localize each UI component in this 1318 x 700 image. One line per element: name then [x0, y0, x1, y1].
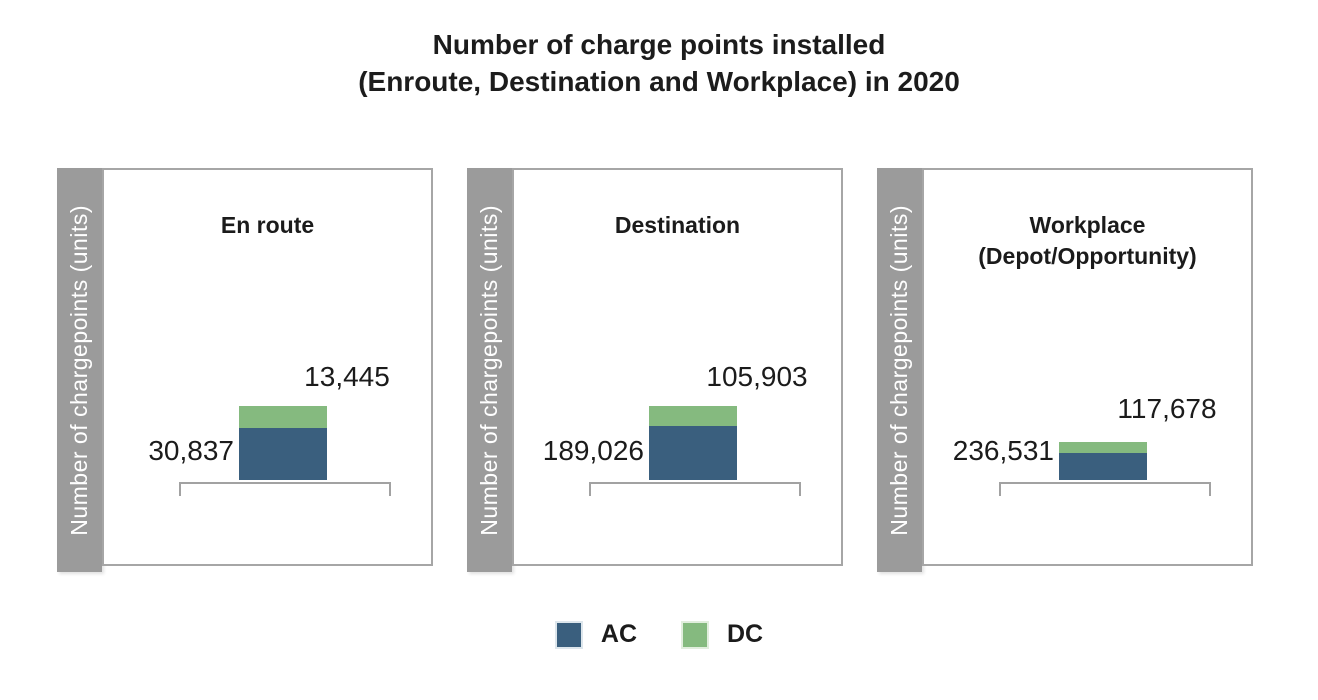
y-axis-band: Number of chargepoints (units)	[57, 168, 102, 572]
x-axis-line	[999, 482, 1211, 496]
legend: AC DC	[0, 620, 1318, 649]
panel-en-route: Number of chargepoints (units) En route …	[57, 168, 433, 574]
plot-area: En route 13,445 30,837	[102, 168, 433, 566]
chart-title-line2: (Enroute, Destination and Workplace) in …	[358, 66, 960, 97]
ac-value-label: 189,026	[542, 435, 644, 466]
stacked-bar	[1059, 442, 1147, 480]
bar-segment-dc	[1059, 442, 1147, 453]
dc-value-label: 105,903	[706, 361, 808, 392]
legend-swatch-ac	[554, 620, 583, 649]
panel-title-line1: Destination	[614, 212, 741, 238]
panel-title: En route	[104, 210, 431, 241]
ac-value-label: 236,531	[952, 435, 1054, 466]
dc-value-label: 117,678	[1117, 393, 1217, 424]
y-axis-label: Number of chargepoints (units)	[886, 204, 912, 536]
chart-title-line1: Number of charge points installed	[432, 29, 886, 60]
legend-item-ac: AC	[554, 620, 637, 649]
legend-label-ac: AC	[600, 620, 637, 648]
legend-item-dc: DC	[681, 620, 763, 649]
bar-segment-ac	[239, 428, 327, 480]
legend-label-dc: DC	[727, 620, 764, 648]
dc-value-label: 13,445	[304, 361, 390, 392]
bar-segment-dc	[239, 406, 327, 428]
panel-title-line1: Workplace	[1029, 212, 1146, 238]
panel-title: Destination	[514, 210, 841, 241]
bar-segment-dc	[649, 406, 737, 426]
chart-title: Number of charge points installed (Enrou…	[0, 26, 1318, 100]
x-axis-line	[589, 482, 801, 496]
y-axis-label: Number of chargepoints (units)	[66, 204, 92, 536]
panel-workplace: Number of chargepoints (units) Workplace…	[877, 168, 1253, 574]
panel-title-line1: En route	[220, 212, 315, 238]
bar-segment-ac	[649, 426, 737, 480]
y-axis-band: Number of chargepoints (units)	[467, 168, 512, 572]
legend-swatch-dc	[681, 620, 709, 649]
plot-area: Workplace (Depot/Opportunity) 117,678 23…	[922, 168, 1253, 566]
y-axis-label: Number of chargepoints (units)	[476, 204, 502, 536]
panel-destination: Number of chargepoints (units) Destinati…	[467, 168, 843, 574]
panel-title-line2: (Depot/Opportunity)	[978, 243, 1197, 269]
panel-title: Workplace (Depot/Opportunity)	[924, 210, 1251, 272]
stacked-bar	[649, 406, 737, 480]
bar-segment-ac	[1059, 453, 1147, 480]
x-axis-line	[179, 482, 391, 496]
y-axis-band: Number of chargepoints (units)	[877, 168, 922, 572]
ac-value-label: 30,837	[148, 435, 234, 466]
plot-area: Destination 105,903 189,026	[512, 168, 843, 566]
stacked-bar	[239, 406, 327, 480]
